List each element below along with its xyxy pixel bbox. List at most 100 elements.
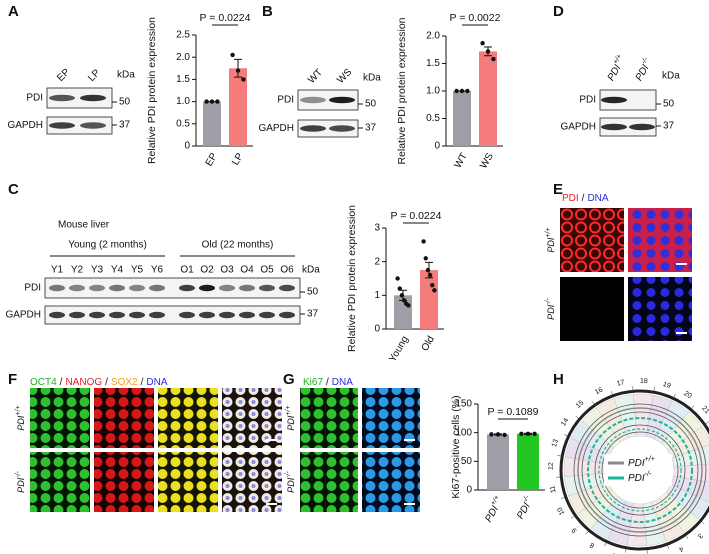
panel-label: D — [553, 3, 564, 20]
y-axis-label: Relative PDI protein expression — [146, 17, 158, 164]
track-ring — [601, 431, 679, 509]
micrograph — [362, 388, 420, 448]
stain-separator: / — [582, 193, 585, 204]
data-point — [215, 99, 220, 104]
legend-label: PDI+/+ — [628, 456, 655, 469]
x-tick-label: WS — [478, 151, 496, 171]
micrograph — [94, 388, 154, 448]
blot-band — [239, 284, 255, 292]
p-value: P = 0.0022 — [450, 12, 501, 24]
lane-label: WT — [306, 67, 325, 86]
blot-band — [219, 284, 235, 292]
chromosome-label: 20 — [682, 390, 692, 400]
stain-name: DNA — [332, 377, 353, 388]
stain-name: PDI — [562, 193, 579, 204]
data-point — [485, 49, 491, 54]
chromosome-label: 19 — [662, 381, 672, 390]
blot-band — [259, 284, 275, 292]
chromosome-label: 12 — [548, 462, 555, 470]
lane-label: Y4 — [111, 265, 124, 276]
x-tick-label: WT — [453, 151, 470, 170]
stain-legend: OCT4/NANOG / SOX2/DNA — [30, 377, 168, 388]
data-point — [423, 256, 428, 261]
stain-legend: PDI / DNA — [562, 193, 609, 204]
stain-name: Ki67 — [303, 377, 323, 388]
blot-band — [179, 311, 195, 319]
y-axis-label: Relative PDI protein expression — [346, 205, 358, 352]
row-label: PDI+/+ — [285, 405, 297, 430]
p-value: P = 0.0224 — [200, 12, 251, 24]
row-label: PDI-/- — [15, 471, 27, 493]
y-tick-label: 1.0 — [176, 96, 190, 107]
y-tick-label: 1.5 — [426, 58, 440, 69]
chromosome-label: 4 — [678, 545, 685, 553]
row-label-base: PDI — [546, 237, 556, 253]
blot-band — [89, 311, 105, 319]
stain-legend: Ki67/DNA — [303, 377, 353, 388]
marker-label: 50 — [307, 287, 319, 298]
panel-label: F — [8, 371, 17, 388]
data-point — [395, 276, 400, 281]
blot-band — [199, 284, 215, 292]
lane-label-sup: +/+ — [612, 53, 623, 65]
data-point — [401, 298, 407, 303]
data-point — [459, 88, 465, 94]
chromosome-label: 10 — [556, 506, 566, 516]
y-tick-label: 1.5 — [176, 74, 190, 85]
micrograph — [560, 208, 624, 272]
chromosome-label: 3 — [696, 531, 704, 539]
micrograph — [362, 452, 420, 512]
y-tick-label: 50 — [461, 456, 473, 467]
blot-band — [149, 284, 165, 292]
y-tick-label: 3 — [374, 223, 380, 234]
row-label: PDI+/+ — [15, 405, 27, 430]
blot-row-label: PDI — [579, 95, 596, 106]
track-ring — [581, 411, 699, 529]
data-point — [454, 88, 459, 94]
blot-band — [279, 311, 295, 319]
blot-band — [49, 284, 65, 292]
stain-separator: / — [141, 377, 144, 388]
marker-label: 37 — [119, 120, 131, 131]
data-point — [465, 88, 470, 94]
micrograph — [222, 388, 282, 448]
micrograph — [300, 388, 358, 448]
legend-label-sup: -/- — [645, 471, 652, 478]
y-tick-label: 0.5 — [176, 118, 190, 129]
blot-row-label: GAPDH — [258, 123, 294, 134]
data-point — [525, 431, 531, 437]
bar — [203, 101, 221, 146]
row-label-sup: -/- — [285, 471, 292, 478]
y-tick-label: 100 — [455, 427, 472, 438]
marker-label: 50 — [663, 99, 675, 110]
panel-label: C — [8, 181, 19, 198]
chromosome-label: 8 — [589, 541, 596, 549]
blot-unit: kDa — [363, 73, 381, 84]
micrograph — [158, 388, 218, 448]
row-label-sup: +/+ — [285, 405, 292, 415]
blot-band — [49, 311, 65, 319]
stain-name: DNA — [587, 193, 608, 204]
blot-band — [199, 311, 215, 319]
blot-band — [109, 311, 125, 319]
blot-band — [69, 284, 85, 292]
data-point — [519, 431, 524, 437]
row-label-base: PDI — [286, 415, 296, 431]
blot-strip — [46, 87, 113, 109]
blot-unit: kDa — [302, 265, 320, 276]
micrograph — [222, 452, 282, 512]
p-value: P = 0.1089 — [488, 406, 539, 418]
micrograph — [158, 452, 218, 512]
legend-label: PDI-/- — [628, 471, 652, 484]
row-label-base: PDI — [16, 477, 26, 493]
lane-label-sup: -/- — [640, 56, 650, 66]
chromosome-label: 21 — [700, 405, 709, 416]
panel-label: A — [8, 3, 19, 20]
data-point — [209, 99, 215, 104]
error-bar — [234, 58, 242, 78]
chromosome-label: 9 — [571, 526, 579, 534]
blot-band — [279, 284, 295, 292]
track-line — [598, 428, 682, 512]
bar — [487, 434, 509, 490]
blot-unit: kDa — [117, 70, 135, 81]
